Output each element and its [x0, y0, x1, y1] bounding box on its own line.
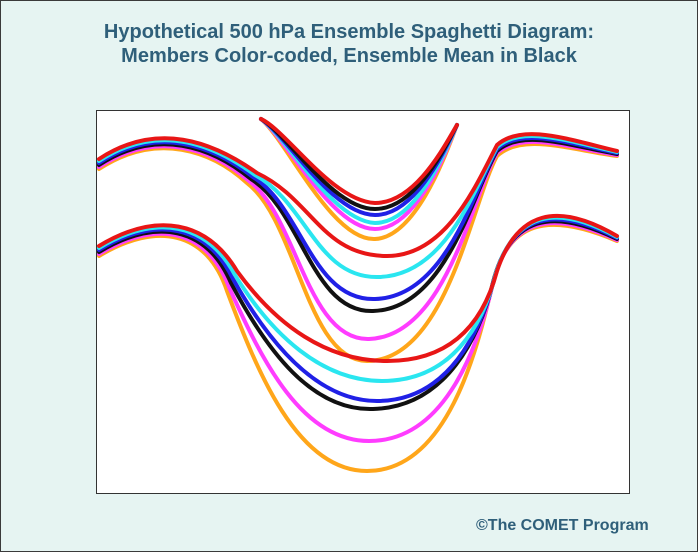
lower-trough-member-red	[97, 213, 619, 363]
contour-upper-short-wave	[259, 117, 459, 242]
middle-trough-member-red	[97, 132, 619, 258]
title-line-1: Hypothetical 500 hPa Ensemble Spaghetti …	[103, 21, 595, 43]
spaghetti-plot	[97, 117, 619, 473]
contour-lower-trough	[97, 213, 619, 473]
lower-trough-member-orange	[97, 222, 619, 473]
upper-short-wave-member-red	[259, 117, 459, 205]
copyright-credit: ©The COMET Program	[476, 517, 649, 534]
contour-middle-trough	[97, 132, 619, 363]
diagram-title: Hypothetical 500 hPa Ensemble Spaghetti …	[0, 20, 698, 68]
title-line-2: Members Color-coded, Ensemble Mean in Bl…	[121, 45, 577, 67]
spaghetti-plot-panel	[96, 110, 630, 494]
